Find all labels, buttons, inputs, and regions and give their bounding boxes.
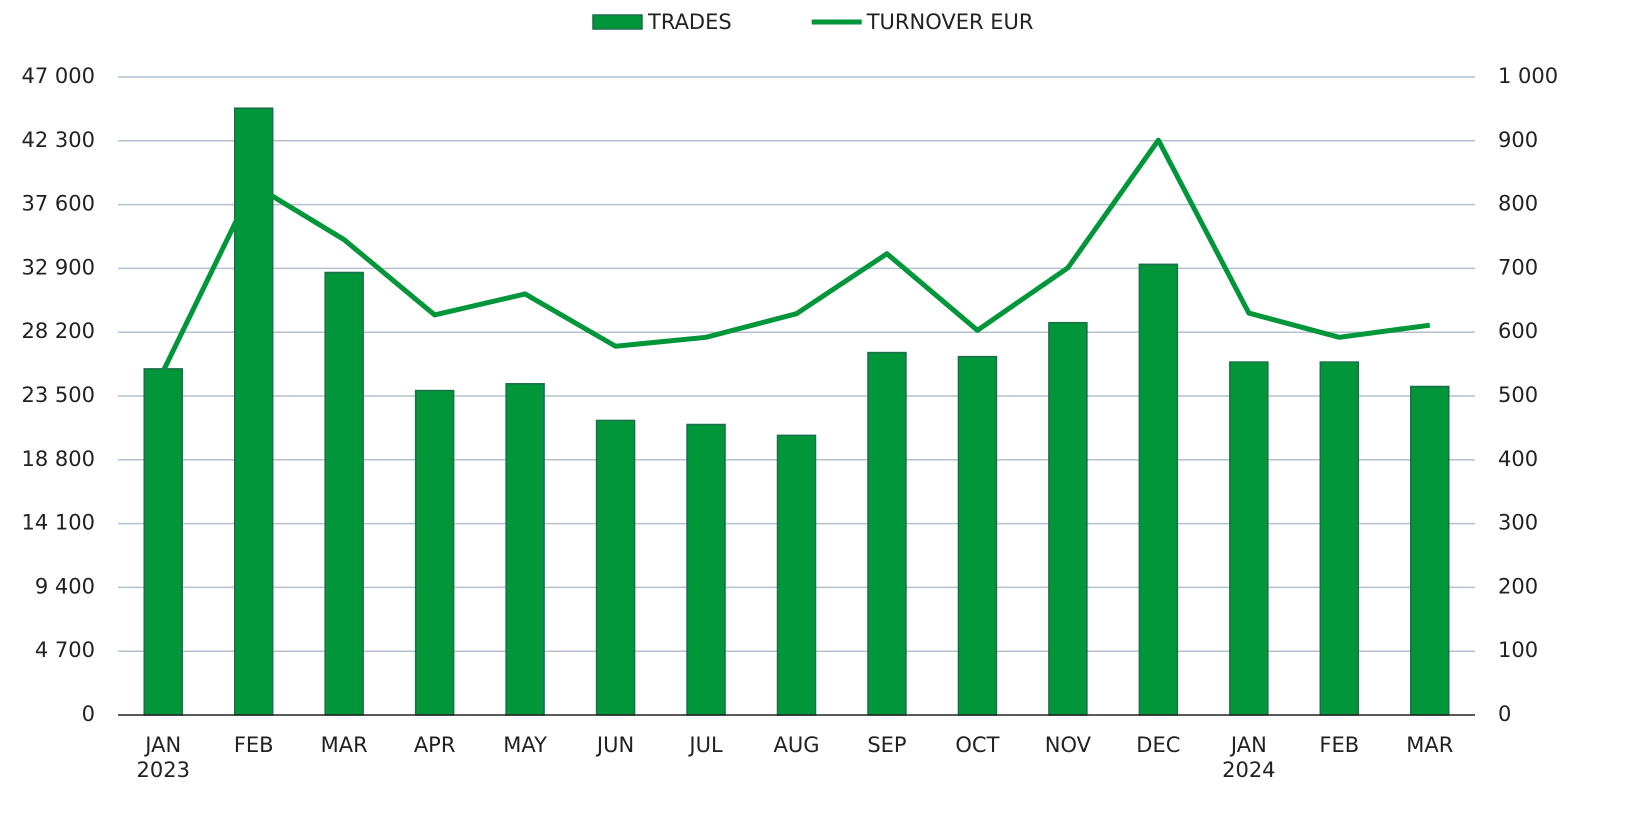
x-tick-label: AUG [773,733,819,757]
line [160,137,1431,373]
x-tick-label: MAR [321,733,368,757]
legend-label: TURNOVER EUR [866,10,1034,34]
bar [1048,321,1088,716]
x-tick-label: MAY [503,733,547,757]
x-tick-label: APR [414,733,456,757]
y-tick-label: 4 700 [35,638,95,662]
bar [686,423,726,716]
x-tick-label: NOV [1045,733,1092,757]
y-tick-label: 18 800 [22,447,95,471]
bar [324,271,364,716]
bar [505,383,545,716]
legend-label: TRADES [647,10,732,34]
bar [1319,361,1360,716]
y2-tick-label: 600 [1498,319,1538,343]
y2-tick-label: 900 [1498,128,1538,152]
x-tick-label: SEP [867,733,906,757]
x-tick-label: JAN 2023 [137,733,190,782]
bar [1229,361,1269,716]
y2-tick-label: 100 [1498,638,1538,662]
bar [143,368,183,716]
bar [595,419,636,716]
y2-tick-label: 400 [1498,447,1538,471]
y-tick-label: 28 200 [22,319,95,343]
bar [776,434,817,716]
bar [233,107,274,716]
bar [414,389,455,716]
y-tick-label: 9 400 [35,574,95,598]
y-tick-label: 32 900 [22,255,95,279]
bar [1138,263,1179,716]
y-tick-label: 42 300 [22,128,95,152]
bar [867,351,907,716]
x-tick-label: DEC [1136,733,1180,757]
y2-tick-label: 800 [1498,192,1538,216]
bar [1410,385,1450,716]
legend-swatch [592,14,643,30]
y-tick-label: 23 500 [22,383,95,407]
y2-tick-label: 300 [1498,511,1538,535]
y2-tick-label: 500 [1498,383,1538,407]
x-tick-label: JAN 2024 [1222,733,1275,782]
y2-tick-label: 0 [1498,702,1511,726]
x-tick-label: FEB [234,733,274,757]
bar [957,355,998,716]
x-tick-label: JUN [595,733,634,757]
y-tick-label: 37 600 [22,192,95,216]
x-tick-label: FEB [1319,733,1359,757]
x-tick-label: JUL [687,733,723,757]
y2-tick-label: 700 [1498,255,1538,279]
y-tick-label: 14 100 [22,511,95,535]
y2-tick-label: 1 000 [1498,64,1558,88]
y-tick-label: 0 [82,702,95,726]
x-tick-label: MAR [1406,733,1453,757]
y2-tick-label: 200 [1498,574,1538,598]
y-tick-label: 47 000 [22,64,95,88]
x-tick-label: OCT [955,733,999,757]
